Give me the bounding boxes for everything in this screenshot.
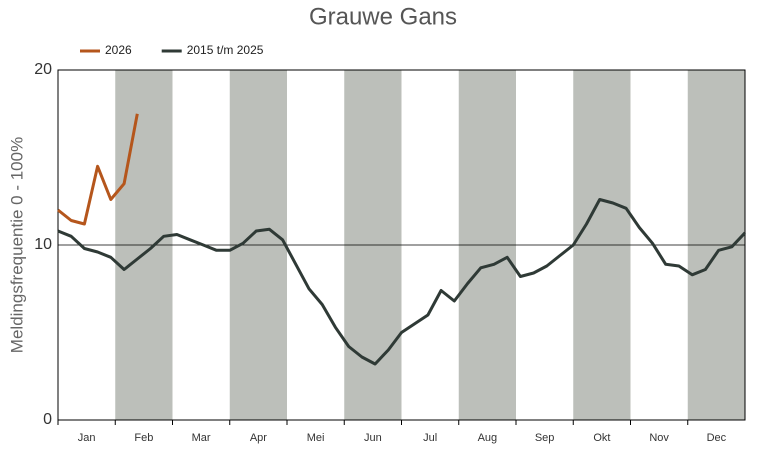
- x-tick-label: Jun: [364, 432, 382, 444]
- x-tick-label: Nov: [649, 432, 669, 444]
- y-tick-label: 0: [43, 411, 52, 428]
- y-tick-label: 20: [34, 61, 52, 78]
- series-line: [57, 113, 139, 226]
- legend-label: 2026: [105, 43, 132, 57]
- x-tick-label: Jan: [78, 432, 96, 444]
- y-axis-label: Meldingsfrequentie 0 - 100%: [7, 137, 26, 353]
- x-tick-label: Sep: [535, 432, 555, 444]
- y-tick-label: 10: [34, 236, 52, 253]
- x-tick-label: Mei: [307, 432, 325, 444]
- series-line: [57, 198, 747, 366]
- x-tick-label: Apr: [250, 432, 267, 444]
- x-tick-label: Mar: [192, 432, 211, 444]
- x-tick-label: Dec: [707, 432, 727, 444]
- x-tick-label: Feb: [134, 432, 153, 444]
- plot-frame: [57, 69, 746, 421]
- x-tick-label: Okt: [593, 432, 610, 444]
- x-tick-label: Aug: [478, 432, 498, 444]
- legend-label: 2015 t/m 2025: [187, 43, 264, 57]
- chart-title: Grauwe Gans: [309, 3, 457, 30]
- x-tick-label: Jul: [423, 432, 437, 444]
